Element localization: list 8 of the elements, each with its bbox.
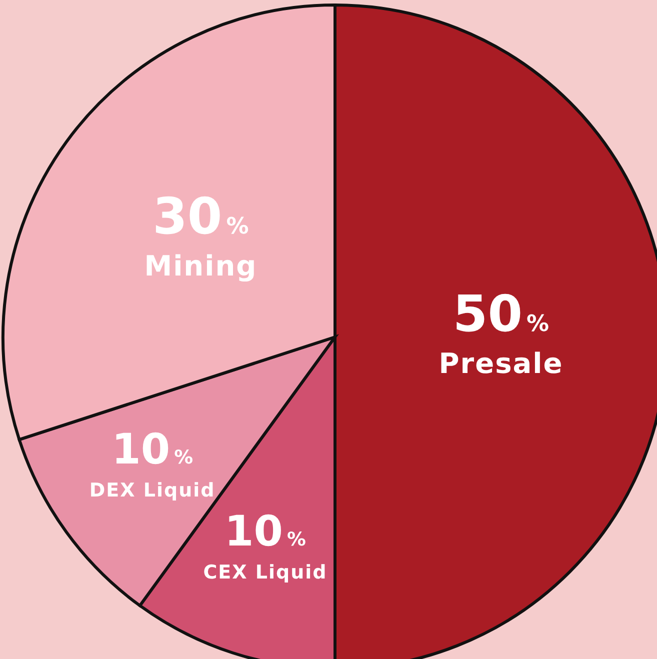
data-label: 30% [152, 187, 249, 246]
data-label: 50% [452, 285, 550, 343]
data-label: 10% [112, 424, 194, 474]
slice-label: Mining [144, 249, 258, 282]
slice-label: DEX Liquid [89, 480, 216, 502]
slice-label: Presale [438, 347, 564, 380]
data-label: 10% [224, 506, 306, 556]
slice-label: CEX Liquid [203, 562, 328, 584]
